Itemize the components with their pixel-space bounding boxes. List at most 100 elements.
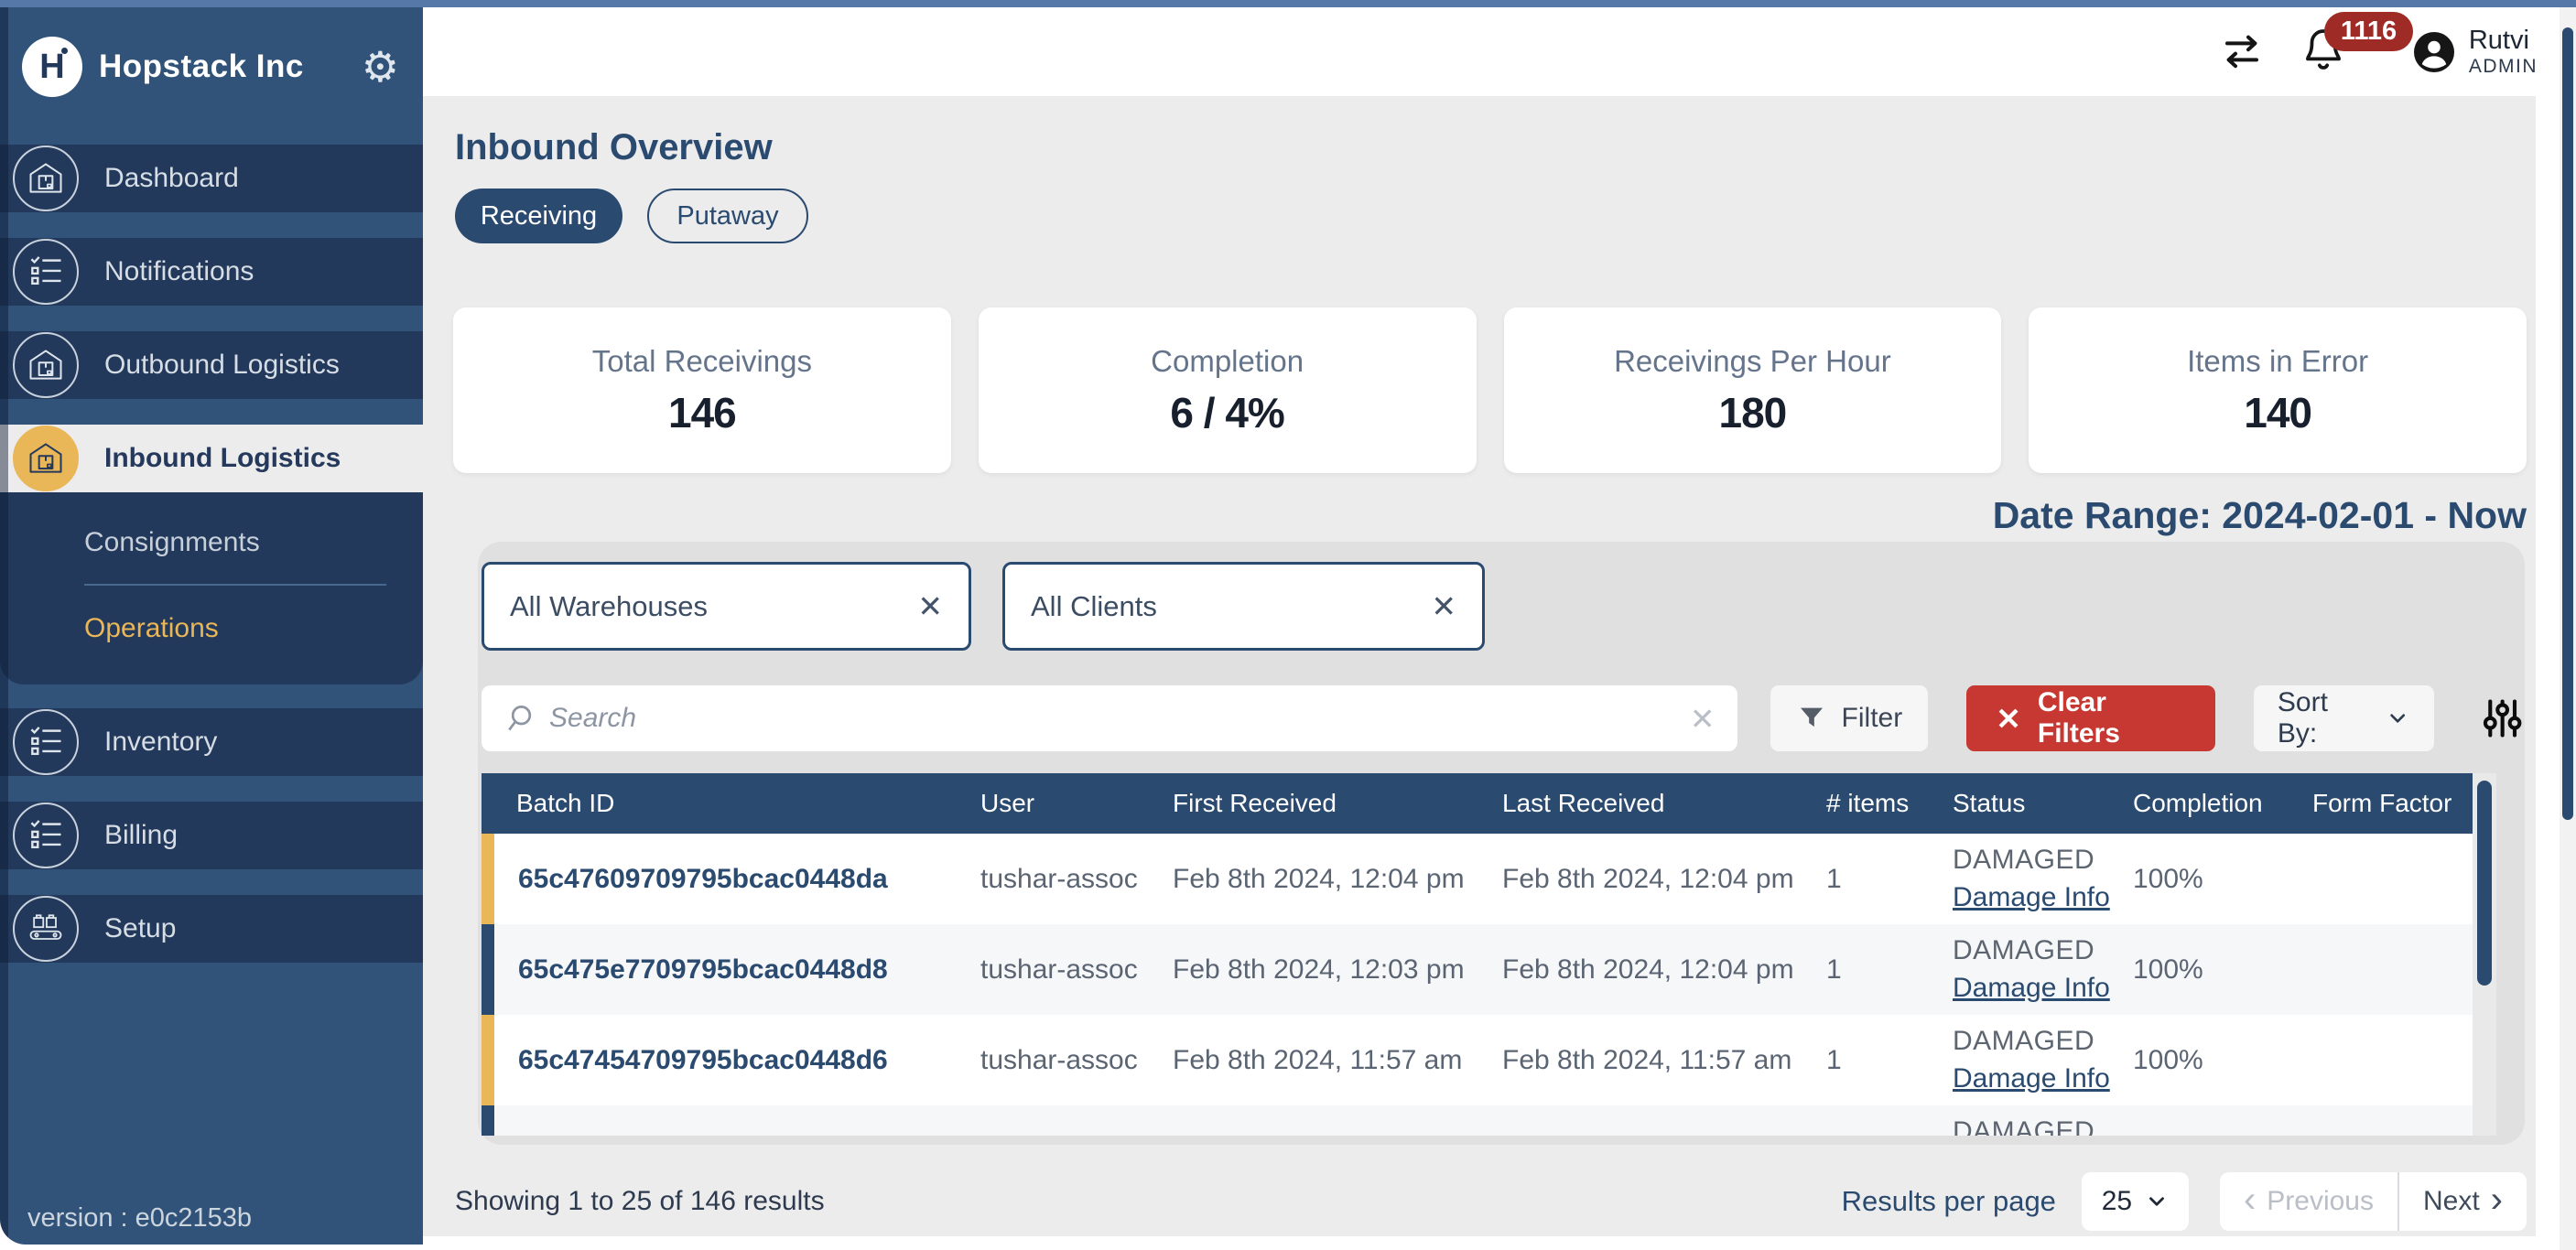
table-scrollbar-thumb[interactable] (2477, 781, 2492, 986)
sidebar-item-inventory[interactable]: Inventory (0, 708, 423, 776)
cell-user: tushar-assoc (980, 954, 1138, 985)
damage-info-link[interactable]: Damage Info (1953, 1062, 2110, 1094)
page-title: Inbound Overview (455, 127, 773, 167)
cell-completion: 100% (2133, 954, 2203, 985)
cell-batch-id[interactable]: 65c475e7709795bcac0448d8 (518, 954, 888, 985)
sidebar-item-label: Setup (104, 913, 177, 943)
table-row[interactable]: 65c475e7709795bcac0448d8 tushar-assoc Fe… (482, 924, 2496, 1016)
user-meta[interactable]: Rutvi ADMIN (2469, 26, 2538, 78)
cell-user: tushar-assoc (980, 1044, 1138, 1075)
notification-count-badge: 1116 (2323, 12, 2414, 51)
sidebar-item-notifications[interactable]: Notifications (0, 238, 423, 306)
next-page-button[interactable]: Next › (2397, 1172, 2527, 1232)
col-completion: Completion (2133, 789, 2263, 818)
page-scrollbar-thumb[interactable] (2562, 27, 2573, 820)
main-area: 1116 Rutvi ADMIN Inbound Overview Receiv… (423, 7, 2576, 1250)
stat-card-items-in-error: Items in Error 140 (2029, 307, 2527, 473)
previous-page-button[interactable]: ‹ Previous (2220, 1172, 2397, 1231)
sidebar-item-inbound-logistics[interactable]: Inbound Logistics (0, 425, 423, 492)
notifications-bell[interactable]: 1116 (2300, 12, 2414, 77)
cell-user: tushar-assoc (980, 863, 1138, 894)
cell-status: DAMAGED (1931, 1114, 2111, 1136)
content-area: Inbound Overview Receiving Putaway Total… (423, 96, 2536, 1236)
filter-selects: All Warehouses ✕ All Clients ✕ (482, 562, 2525, 652)
search-clear-icon[interactable]: ✕ (1689, 701, 1716, 736)
col-status: Status (1953, 789, 2026, 818)
submenu-item-operations[interactable]: Operations (84, 613, 219, 643)
col-items: # items (1826, 789, 1910, 818)
status-text: DAMAGED (1953, 935, 2095, 966)
inbound-logistics-submenu: Consignments Operations (0, 492, 423, 684)
warehouse-select[interactable]: All Warehouses ✕ (482, 562, 971, 652)
warehouse-icon (13, 145, 79, 211)
user-avatar-icon[interactable] (2412, 30, 2456, 74)
cell-items: 1 (1826, 1044, 1842, 1075)
client-select[interactable]: All Clients ✕ (1002, 562, 1485, 652)
stat-card-completion: Completion 6 / 4% (978, 307, 1477, 473)
damage-info-link[interactable]: Damage Info (1953, 972, 2110, 1003)
view-tabs: Receiving Putaway (455, 189, 2536, 243)
cell-batch-id[interactable]: 65c47609709795bcac0448da (518, 863, 888, 894)
table-row[interactable]: 65c47609709795bcac0448da tushar-assoc Fe… (482, 834, 2496, 925)
page-size-select[interactable]: 25 (2081, 1172, 2189, 1232)
sidebar-item-billing[interactable]: Billing (0, 802, 423, 869)
user-name: Rutvi (2468, 25, 2529, 55)
cell-batch-id[interactable]: 65c47454709795bcac0448d6 (518, 1044, 888, 1075)
tab-putaway[interactable]: Putaway (647, 189, 808, 243)
stat-value: 140 (2244, 388, 2312, 436)
cell-last-received: Feb 8th 2024, 11:57 am (1502, 1044, 1792, 1075)
conveyor-icon (13, 896, 79, 962)
status-text: DAMAGED (1953, 1026, 2095, 1057)
search-toolbar: ✕ Filter ✕ Clear Filters Sort By: (482, 685, 2525, 752)
adjustments-sliders-icon[interactable] (2480, 695, 2525, 742)
results-summary: Showing 1 to 25 of 146 results (455, 1186, 825, 1217)
stat-card-receivings-per-hour: Receivings Per Hour 180 (1503, 307, 2002, 473)
cell-first-received: Feb 8th 2024, 12:04 pm (1173, 863, 1465, 894)
filter-button[interactable]: Filter (1770, 685, 1929, 752)
search-box[interactable]: ✕ (482, 685, 1737, 752)
search-input[interactable] (549, 703, 1690, 735)
checklist-icon (13, 803, 79, 868)
col-user: User (980, 789, 1035, 818)
previous-label: Previous (2267, 1186, 2374, 1217)
user-role: ADMIN (2468, 56, 2538, 78)
pagination-bar: Showing 1 to 25 of 146 results Results p… (455, 1172, 2527, 1232)
cell-first-received: Feb 8th 2024, 11:57 am (1173, 1044, 1463, 1075)
sidebar-item-setup[interactable]: Setup (0, 895, 423, 963)
search-icon (508, 706, 532, 731)
sort-by-button[interactable]: Sort By: (2253, 685, 2434, 752)
chevron-down-icon (2149, 1197, 2165, 1206)
cell-items: 1 (1826, 954, 1842, 985)
col-batch-id: Batch ID (516, 789, 615, 818)
chevron-down-icon (2390, 714, 2406, 723)
gear-icon[interactable]: ⚙ (361, 43, 399, 91)
tab-receiving[interactable]: Receiving (455, 189, 622, 243)
cell-items: 1 (1826, 863, 1842, 894)
sidebar-item-dashboard[interactable]: Dashboard (0, 145, 423, 212)
sidebar-item-label: Outbound Logistics (104, 350, 340, 380)
damage-info-link[interactable]: Damage Info (1953, 881, 2110, 912)
submenu-item-consignments[interactable]: Consignments (84, 527, 260, 557)
sidebar: H Hopstack Inc ⚙ Dashboard Notifications… (0, 7, 423, 1245)
brand: H Hopstack Inc ⚙ (0, 7, 423, 97)
clear-warehouse-icon[interactable]: ✕ (917, 589, 943, 624)
cell-last-received: Feb 8th 2024, 12:04 pm (1502, 954, 1794, 985)
table-row[interactable]: 65c47454709795bcac0448d6 tushar-assoc Fe… (482, 1015, 2496, 1106)
sidebar-item-label: Notifications (104, 256, 254, 286)
clear-filters-button[interactable]: ✕ Clear Filters (1966, 685, 2215, 752)
table-scrollbar[interactable] (2473, 773, 2496, 1137)
warehouse-icon (13, 332, 79, 398)
sidebar-item-outbound-logistics[interactable]: Outbound Logistics (0, 331, 423, 399)
next-label: Next (2422, 1186, 2480, 1217)
table-row[interactable]: DAMAGED (482, 1105, 2496, 1137)
stat-card-total-receivings: Total Receivings 146 (453, 307, 951, 473)
transfer-arrows-icon[interactable] (2218, 30, 2266, 74)
col-first-received: First Received (1173, 789, 1337, 818)
cell-last-received: Feb 8th 2024, 12:04 pm (1502, 863, 1794, 894)
cell-status: DAMAGED Damage Info (1931, 842, 2111, 916)
cell-completion: 100% (2133, 863, 2203, 894)
window-top-accent-bar (0, 0, 2576, 7)
page-scrollbar[interactable] (2560, 7, 2576, 1250)
clear-client-icon[interactable]: ✕ (1431, 589, 1456, 624)
stat-value: 146 (668, 388, 737, 436)
